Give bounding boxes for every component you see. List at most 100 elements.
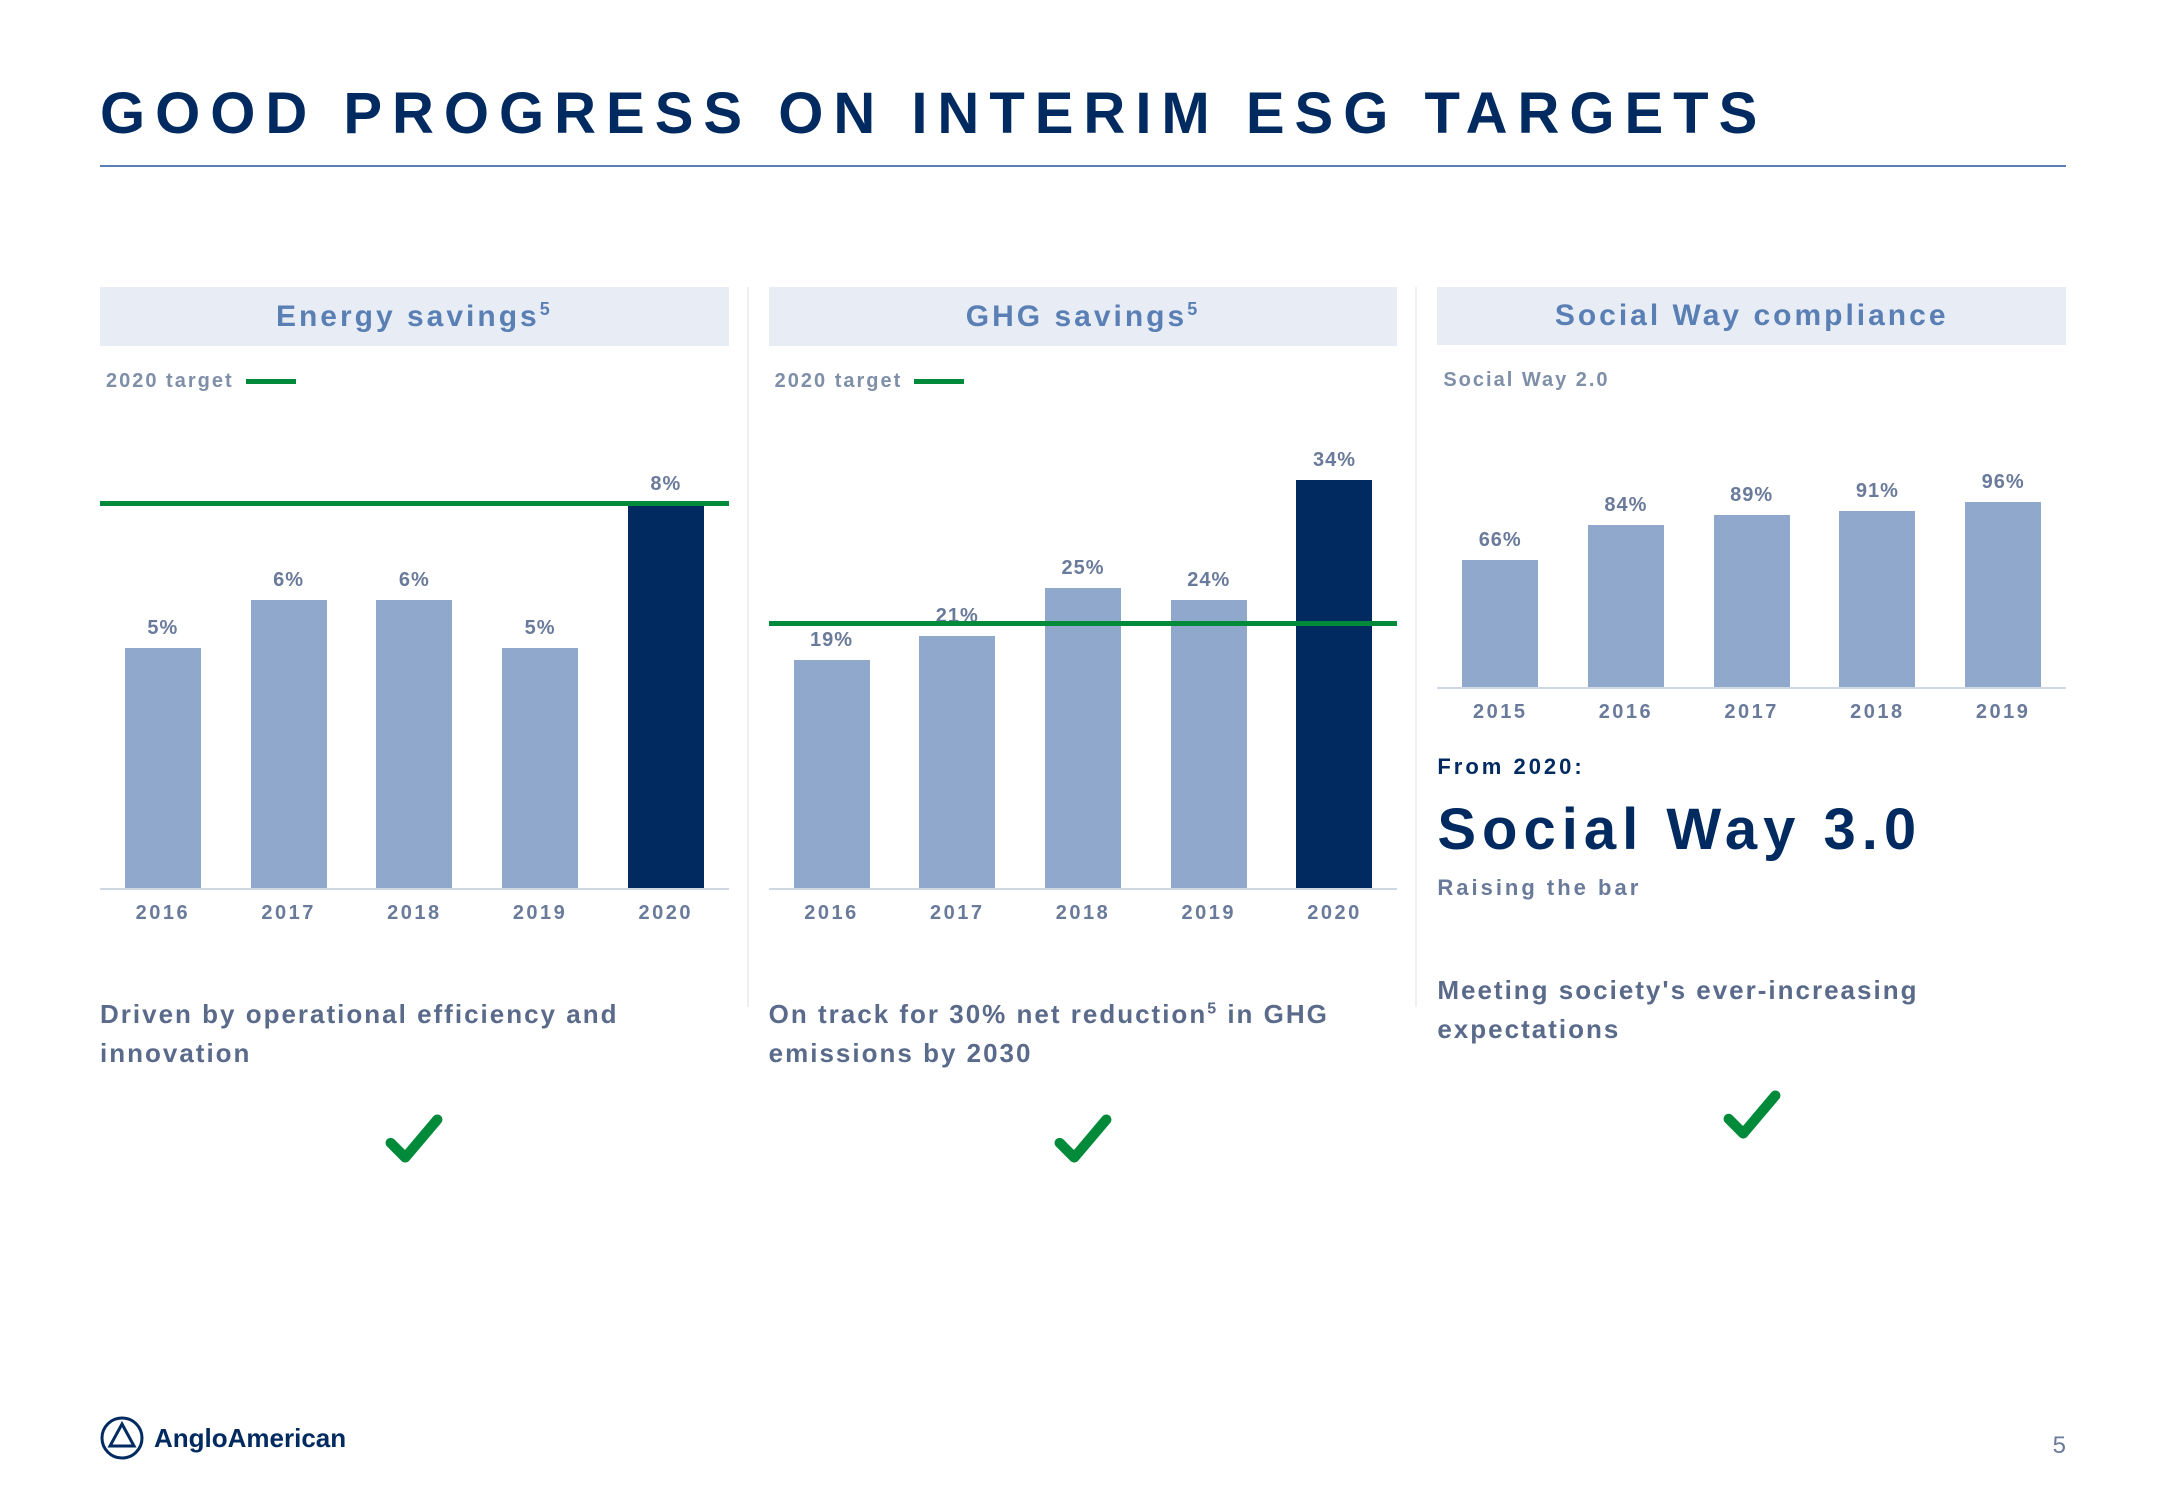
bar [1462,560,1538,687]
x-axis-label: 2020 [603,902,729,925]
panel-title-bar-ghg: GHG savings5 [769,287,1398,346]
chart-ghg: 19% 21% 25% 24% 34% [769,410,1398,890]
x-axis-label: 2017 [894,902,1020,925]
bar-wrap: 8% [603,473,729,888]
bar-wrap: 91% [1815,480,1941,687]
page-number: 5 [2053,1432,2066,1460]
legend-social: Social Way 2.0 [1437,365,2066,395]
bar-wrap: 6% [351,569,477,888]
target-line [100,501,729,506]
x-axis-label: 2018 [351,902,477,925]
legend-swatch-ghg [914,379,964,384]
x-axis-label: 2016 [769,902,895,925]
bar [628,504,704,888]
bar [1296,480,1372,888]
bar [1714,515,1790,687]
legend-energy: 2020 target [100,366,729,396]
x-axis-label: 2017 [226,902,352,925]
panels-container: Energy savings5 2020 target 5%6%6%5%8% 2… [100,287,2066,1180]
bar-wrap: 5% [100,617,226,888]
x-labels-ghg: 20162017201820192020 [769,902,1398,925]
bar [1045,588,1121,888]
x-labels-social: 20152016201720182019 [1437,701,2066,724]
bar-wrap: 34% [1272,449,1398,888]
check-icon [1717,1081,1787,1151]
bar-value-label: 5% [525,617,556,640]
check-icon [379,1105,449,1175]
x-labels-energy: 20162017201820192020 [100,902,729,925]
panel-title-text: Energy savings [276,300,540,333]
bar [376,600,452,888]
bar-value-label: 89% [1730,484,1773,507]
panel-separator [747,287,749,1007]
bar-wrap: 24% [1146,569,1272,888]
check-social [1437,1081,2066,1156]
caption-energy: Driven by operational efficiency and inn… [100,995,729,1085]
x-axis-label: 2016 [100,902,226,925]
check-energy [100,1105,729,1180]
target-line [769,621,1398,626]
bar-value-label: 19% [810,629,853,652]
chart-energy: 5% 6% 6% 5% 8% [100,410,729,890]
caption-social: Meeting society's ever-increasing expect… [1437,971,2066,1061]
panel-ghg: GHG savings5 2020 target 19% 21% 25% 24% 34%… [769,287,1398,1180]
legend-ghg: 2020 target [769,366,1398,396]
page-title: GOOD PROGRESS ON INTERIM ESG TARGETS [100,80,2066,167]
social-subtitle: Raising the bar [1437,875,2066,901]
x-axis-label: 2019 [477,902,603,925]
legend-label-energy: 2020 target [106,370,234,393]
bar-value-label: 24% [1187,569,1230,592]
bar-value-label: 6% [273,569,304,592]
panel-title-bar-energy: Energy savings5 [100,287,729,346]
panel-title-sup: 5 [540,299,553,319]
check-ghg [769,1105,1398,1180]
bar-wrap: 66% [1437,529,1563,687]
x-axis-label: 2018 [1020,902,1146,925]
social-big-title: Social Way 3.0 [1437,796,2066,863]
bar [1965,502,2041,687]
panel-title-energy: Energy savings5 [276,300,553,333]
bar-value-label: 8% [650,473,681,496]
legend-label-social: Social Way 2.0 [1443,369,1609,392]
panel-separator [1415,287,1417,1007]
panel-title-ghg: GHG savings5 [966,300,1200,333]
bar-wrap: 19% [769,629,895,888]
bar-value-label: 25% [1061,557,1104,580]
bar [125,648,201,888]
x-axis-label: 2015 [1437,701,1563,724]
logo-icon [100,1416,144,1460]
panel-title-bar-social: Social Way compliance [1437,287,2066,345]
panel-title-social: Social Way compliance [1555,299,1949,332]
bar-wrap: 96% [1940,471,2066,687]
bar [502,648,578,888]
x-axis-label: 2017 [1689,701,1815,724]
x-axis-label: 2020 [1272,902,1398,925]
check-icon [1048,1105,1118,1175]
bar-value-label: 66% [1479,529,1522,552]
x-axis-label: 2016 [1563,701,1689,724]
social-from: From 2020: [1437,754,2066,780]
bar-value-label: 6% [399,569,430,592]
bar-value-label: 91% [1856,480,1899,503]
bar [794,660,870,888]
logo-text: AngloAmerican [154,1423,346,1454]
bar-wrap: 25% [1020,557,1146,888]
bar [251,600,327,888]
social-way-block: From 2020: Social Way 3.0 Raising the ba… [1437,754,2066,901]
caption-ghg: On track for 30% net reduction5 in GHG e… [769,995,1398,1085]
bar-wrap: 84% [1563,494,1689,687]
panel-energy: Energy savings5 2020 target 5% 6% 6% 5% 8% 2… [100,287,729,1180]
bar-wrap: 21% [894,605,1020,888]
legend-label-ghg: 2020 target [775,370,903,393]
panel-title-text: GHG savings [966,300,1187,333]
bar-value-label: 34% [1313,449,1356,472]
bar-value-label: 5% [147,617,178,640]
bar-wrap: 89% [1689,484,1815,687]
bar [1839,511,1915,687]
x-axis-label: 2018 [1815,701,1941,724]
bar-value-label: 96% [1982,471,2025,494]
bar [1588,525,1664,687]
bar-wrap: 5% [477,617,603,888]
panel-title-sup: 5 [1187,299,1200,319]
x-axis-label: 2019 [1940,701,2066,724]
